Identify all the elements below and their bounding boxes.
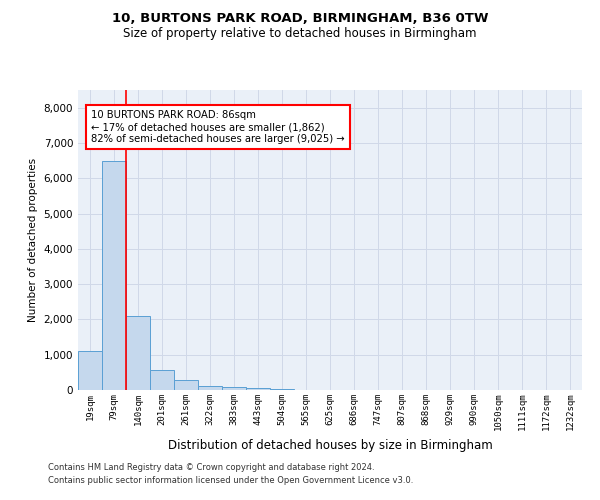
Bar	[198, 386, 222, 390]
Bar	[126, 316, 150, 390]
Text: 10 BURTONS PARK ROAD: 86sqm
← 17% of detached houses are smaller (1,862)
82% of : 10 BURTONS PARK ROAD: 86sqm ← 17% of det…	[91, 110, 345, 144]
Text: 10, BURTONS PARK ROAD, BIRMINGHAM, B36 0TW: 10, BURTONS PARK ROAD, BIRMINGHAM, B36 0…	[112, 12, 488, 26]
Bar	[270, 389, 294, 390]
X-axis label: Distribution of detached houses by size in Birmingham: Distribution of detached houses by size …	[167, 438, 493, 452]
Bar	[102, 160, 126, 390]
Bar	[174, 380, 198, 390]
Y-axis label: Number of detached properties: Number of detached properties	[28, 158, 38, 322]
Text: Size of property relative to detached houses in Birmingham: Size of property relative to detached ho…	[123, 28, 477, 40]
Bar	[150, 370, 174, 390]
Text: Contains HM Land Registry data © Crown copyright and database right 2024.: Contains HM Land Registry data © Crown c…	[48, 464, 374, 472]
Bar	[78, 351, 102, 390]
Bar	[246, 388, 270, 390]
Bar	[222, 387, 246, 390]
Text: Contains public sector information licensed under the Open Government Licence v3: Contains public sector information licen…	[48, 476, 413, 485]
